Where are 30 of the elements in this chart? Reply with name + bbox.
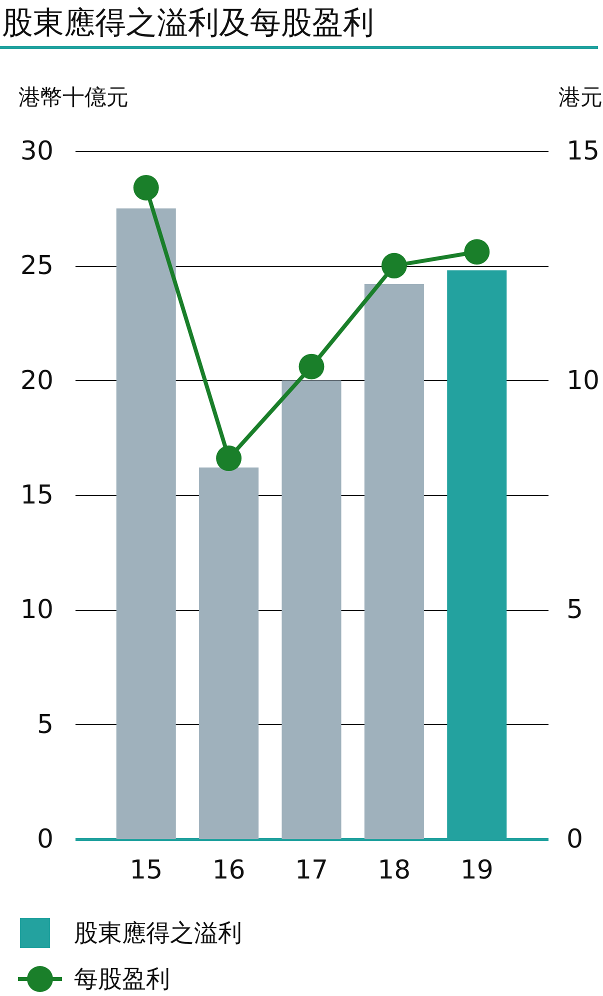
- x-tick-label: 15: [130, 856, 163, 886]
- point: [133, 174, 159, 200]
- y-tick-label: 5: [36, 710, 54, 740]
- x-tick-label: 17: [294, 856, 328, 886]
- y-tick-label: 30: [20, 136, 54, 166]
- point: [464, 239, 490, 265]
- y-axis-title: 港幣十億元: [18, 86, 128, 110]
- y2-tick-label: 10: [566, 366, 600, 396]
- y-tick-label: 20: [20, 366, 54, 396]
- y-tick-label: 15: [20, 480, 54, 510]
- x-tick-label: 18: [378, 856, 411, 886]
- y2-axis-title: 港元: [558, 86, 602, 110]
- point: [216, 446, 242, 472]
- y2-tick-label: 5: [566, 595, 584, 626]
- legend-label: 股東應得之溢利: [74, 918, 242, 949]
- bar: [364, 284, 424, 839]
- bar: [116, 208, 176, 839]
- bar: [282, 380, 342, 839]
- y-tick-label: 10: [20, 595, 54, 626]
- y2-tick-label: 15: [566, 136, 600, 166]
- y-tick-label: 25: [20, 251, 54, 282]
- point: [381, 252, 407, 278]
- x-tick-label: 19: [460, 856, 494, 886]
- legend-label: 每股盈利: [74, 964, 170, 995]
- y2-tick-label: 0: [566, 824, 584, 854]
- chart-title: 股東應得之溢利及每股盈利: [0, 0, 598, 49]
- x-tick-label: 16: [212, 856, 246, 886]
- point: [298, 354, 324, 380]
- bar: [199, 467, 259, 839]
- y-tick-label: 0: [36, 824, 54, 854]
